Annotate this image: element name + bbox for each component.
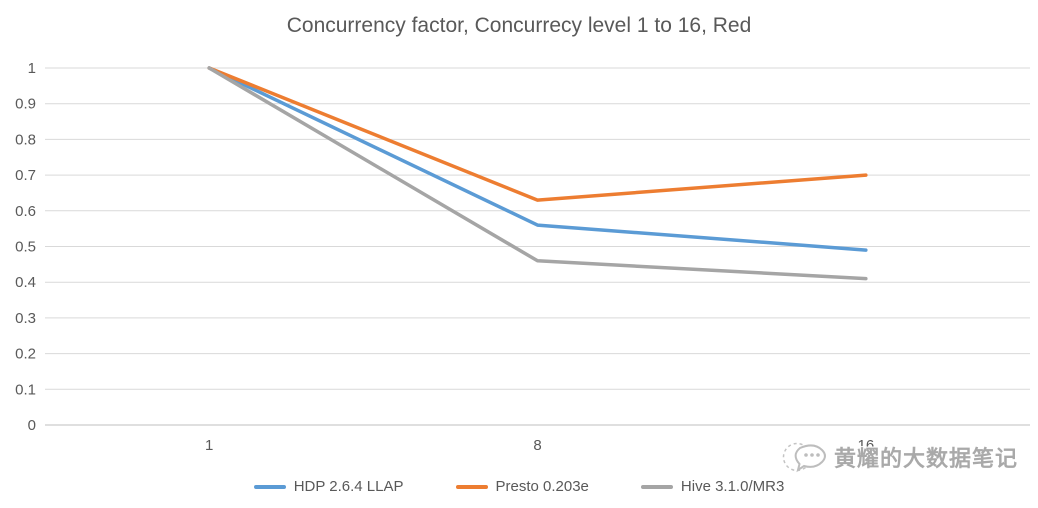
chat-bubble-icon xyxy=(782,442,826,473)
line-chart-svg: 1 0.9 0.8 0.7 0.6 0.5 0.4 0.3 0.2 0.1 0 1 8 16 xyxy=(15,60,1030,454)
svg-text:8: 8 xyxy=(533,437,541,454)
legend-label-hive: Hive 3.1.0/MR3 xyxy=(680,478,785,495)
svg-text:16: 16 xyxy=(857,437,874,454)
legend-item-hdp: HDP 2.6.4 LLAP xyxy=(253,478,404,495)
chart-title: Concurrency factor, Concurrecy level 1 t… xyxy=(286,14,752,37)
legend-item-presto: Presto 0.203e xyxy=(455,478,589,495)
legend-swatch-hdp xyxy=(253,484,286,489)
svg-text:0.4: 0.4 xyxy=(15,274,36,291)
legend-swatch-hive xyxy=(640,484,673,489)
legend-swatch-presto xyxy=(455,484,488,489)
legend-item-hive: Hive 3.1.0/MR3 xyxy=(640,478,785,495)
legend-label-presto: Presto 0.203e xyxy=(495,478,589,495)
svg-text:0.8: 0.8 xyxy=(15,131,36,148)
svg-text:0: 0 xyxy=(28,417,36,434)
legend-label-hdp: HDP 2.6.4 LLAP xyxy=(293,478,404,495)
svg-text:0.7: 0.7 xyxy=(15,167,36,184)
chart-legend: HDP 2.6.4 LLAP Presto 0.203e Hive 3.1.0/… xyxy=(0,478,1038,495)
watermark: 黄耀的大数据笔记 xyxy=(782,438,1018,476)
svg-text:1: 1 xyxy=(205,437,213,454)
svg-text:0.5: 0.5 xyxy=(15,239,36,256)
svg-text:0.2: 0.2 xyxy=(15,346,36,363)
svg-text:0.3: 0.3 xyxy=(15,310,36,327)
svg-text:0.6: 0.6 xyxy=(15,203,36,220)
svg-text:1: 1 xyxy=(28,60,36,77)
watermark-text: 黄耀的大数据笔记 xyxy=(833,446,1018,471)
svg-text:0.1: 0.1 xyxy=(15,381,36,398)
svg-text:0.9: 0.9 xyxy=(15,96,36,113)
